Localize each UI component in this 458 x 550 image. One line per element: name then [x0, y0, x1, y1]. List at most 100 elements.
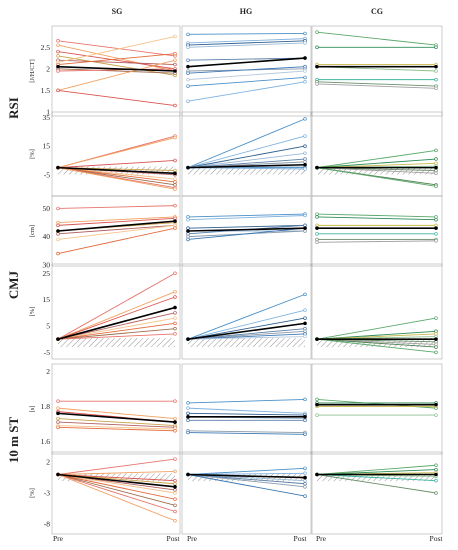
rsi-change-cg-subject-post-point-8: [434, 184, 438, 189]
10-m-st-change-sg-mean-line: [57, 473, 176, 488]
10-m-st-absolute-sg-mean-line: [57, 412, 176, 423]
cmj-change-cg-mean-post-point: [434, 337, 438, 341]
cmj-change-cg-subject-post-point-0: [434, 316, 438, 320]
10-m-st-change-cg-subject-post-point-1: [434, 467, 438, 472]
cmj-absolute-sg-subject-line-4: [57, 224, 176, 235]
cmj-absolute-hg-frame: [181, 195, 312, 267]
rsi-absolute-hg-subject-pre-point-0: [186, 32, 190, 37]
10-m-st-absolute-sg-subject-pre-point-0: [56, 399, 60, 403]
10-m-st-absolute-sg-subject-pre-point-1: [56, 406, 60, 410]
rsi-absolute-hg-mean-line: [187, 57, 306, 68]
cmj-absolute-sg-subject-line-2: [57, 217, 176, 226]
cmj-change-hg-subject-line-0: [187, 293, 306, 340]
10-m-st-change-sg-subject-line-7: [57, 474, 176, 506]
rsi-absolute-hg-subject-line-9: [187, 81, 306, 102]
rsi-change-cg-mean-post-point: [434, 165, 438, 170]
cmj-change-cg-frame: [311, 263, 443, 360]
column-title-sg: SG: [112, 7, 123, 16]
rsi-absolute-ytick-0: 1: [46, 108, 50, 117]
rsi-change-ytick-1: 15: [43, 142, 51, 151]
rsi-absolute-sg-mean-line: [57, 65, 176, 72]
rsi-absolute-hg-subject-post-point-9: [303, 80, 307, 84]
cmj-change-sg-subject-line-1: [57, 291, 176, 340]
rsi-absolute-cg-subject-pre-point-1: [315, 45, 319, 50]
10-m-st-absolute-sg-subject-line-1: [57, 407, 176, 420]
rsi-absolute-yunit: [J/H/CT]: [29, 59, 36, 82]
10-m-st-change-hg-subject-post-point-6: [303, 494, 307, 498]
rsi-absolute-sg-subject-line-9: [57, 59, 176, 91]
rsi-absolute-sg-subject-line-6: [57, 53, 176, 65]
cmj-absolute-cg-subject-post-point-0: [434, 215, 438, 219]
cmj-absolute-hg-subject-line-2: [187, 224, 306, 229]
cmj-change-sg-mean-pre-point: [56, 337, 60, 341]
10-m-st-absolute-hg-subject-line-1: [187, 407, 306, 414]
10-m-st-change-sg-subject-line-1: [57, 470, 176, 475]
cmj-absolute-hg-subject-pre-point-5: [186, 234, 190, 239]
rsi-change-sg-mean-post-point: [173, 171, 177, 176]
rsi-absolute-cg-mean-post-point: [434, 64, 438, 69]
10-m-st-change-cg-subject-post-point-5: [434, 491, 438, 495]
rsi-absolute-sg-subject-post-point-4: [173, 62, 177, 67]
cmj-change-hg-subject-line-1: [187, 309, 306, 340]
rsi-change-sg-subject-post-point-2: [173, 158, 177, 163]
x-label-pre-cg: Pre: [316, 534, 327, 543]
cmj-change-ytick-1: 5: [46, 322, 50, 331]
cmj-change-sg-subject-post-point-5: [173, 316, 177, 320]
10-m-st-absolute-hg-mean-post-point: [303, 415, 307, 419]
rsi-change-hg-subject-post-point-9: [303, 167, 307, 171]
10-m-st-change-sg-frame: [51, 451, 181, 535]
rsi-absolute-ytick-2: 2: [46, 64, 50, 73]
rsi-absolute-hg-subject-line-6: [187, 66, 306, 74]
cmj-change-hg-subject-post-point-1: [303, 308, 307, 312]
cmj-change-ytick-3: 25: [43, 269, 51, 278]
rsi-absolute-sg-frame: [51, 25, 181, 117]
cmj-absolute-sg-subject-pre-point-6: [56, 251, 60, 256]
cmj-change-sg-mean-line: [57, 306, 176, 340]
rsi-absolute-hg-subject-line-4: [187, 57, 306, 61]
cmj-absolute-yunit: [cm]: [29, 225, 36, 237]
cmj-absolute-sg-mean-post-point: [173, 219, 177, 223]
cmj-change-sg-subject-line-0: [57, 272, 176, 340]
cmj-absolute-hg-subject-pre-point-6: [186, 237, 190, 242]
rsi-absolute-sg-subject-line-4: [57, 59, 176, 65]
10-m-st-absolute-cg-subject-pre-point-0: [315, 397, 319, 402]
rsi-change-sg-subject-line-7: [57, 167, 176, 186]
row-label-rsi: RSI: [6, 97, 21, 119]
cmj-absolute-hg-subject-line-1: [187, 215, 306, 221]
10-m-st-change-sg-mean-pre-point: [56, 472, 60, 477]
cmj-absolute-cg-subject-pre-point-0: [315, 212, 319, 216]
rsi-absolute-sg-subject-line-5: [57, 36, 176, 63]
10-m-st-change-sg-subject-line-9: [57, 474, 176, 522]
cmj-change-sg-subject-line-4: [57, 312, 176, 340]
10-m-st-change-sg-subject-post-point-0: [173, 457, 177, 461]
rsi-change-cg-subject-line-8: [316, 167, 437, 187]
cmj-absolute-sg-mean-pre-point: [56, 229, 60, 233]
rsi-change-sg-subject-post-point-6: [173, 180, 177, 184]
10-m-st-change-sg-subject-post-point-8: [173, 509, 177, 514]
column-title-hg: HG: [240, 7, 252, 16]
cmj-absolute-hg-mean-line: [187, 227, 306, 232]
rsi-absolute-sg-subject-line-1: [57, 44, 176, 72]
10-m-st-absolute-sg-subject-pre-point-3: [56, 416, 60, 421]
cmj-absolute-hg-subject-pre-point-1: [186, 217, 190, 222]
row-label-cmj: CMJ: [6, 270, 21, 299]
cmj-change-sg-subject-post-point-8: [173, 332, 177, 336]
10-m-st-change-ytick-0: -8: [44, 519, 50, 528]
cmj-change-sg-subject-post-point-1: [173, 289, 177, 294]
cmj-absolute-cg-subject-pre-point-6: [315, 240, 319, 245]
rsi-absolute-hg-subject-line-0: [187, 33, 306, 35]
10-m-st-absolute-hg-subject-post-point-6: [303, 432, 307, 437]
cmj-absolute-sg-subject-line-6: [57, 227, 176, 254]
10-m-st-absolute-sg-frame: [51, 363, 181, 455]
cmj-absolute-cg-subject-post-point-6: [434, 239, 438, 243]
10-m-st-absolute-sg-subject-line-4: [57, 421, 176, 428]
cmj-absolute-sg-frame: [51, 195, 181, 267]
10-m-st-change-sg-subject-line-6: [57, 474, 176, 500]
rsi-change-hg-subject-post-point-2: [303, 144, 307, 148]
rsi-change-hg-mean-pre-point: [186, 165, 190, 170]
cmj-change-hg-mean-line: [187, 322, 306, 340]
cmj-change-hg-mean-post-point: [303, 321, 307, 326]
rsi-change-cg-subject-post-point-2: [434, 161, 438, 166]
10-m-st-change-sg-subject-post-point-1: [173, 469, 177, 474]
cmj-change-sg-subject-post-point-2: [173, 295, 177, 299]
